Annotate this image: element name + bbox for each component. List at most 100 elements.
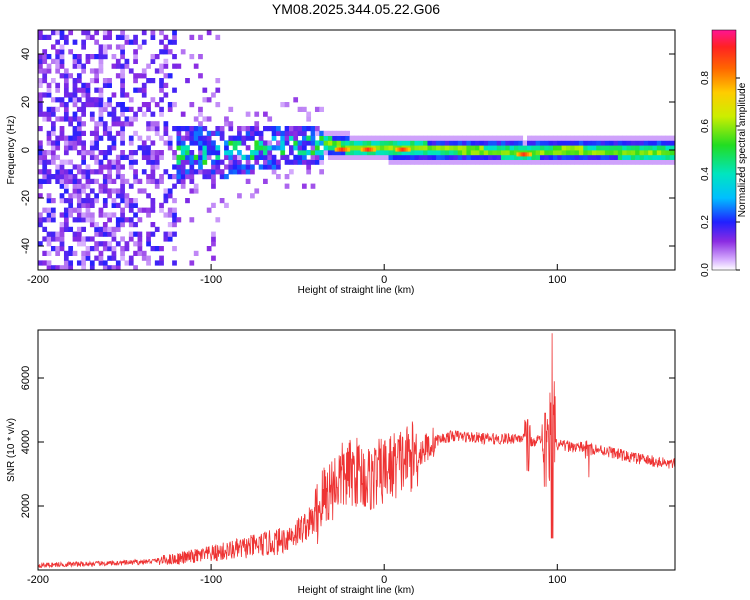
spectrogram-cell [267,164,273,170]
spectrogram-cell [427,159,433,165]
spectrogram-cell [59,135,65,141]
spectrogram-cell [462,135,467,141]
spectrogram-cell [94,78,99,84]
spectrogram-cell [176,154,182,160]
spectrogram-cell [81,39,87,45]
spectrogram-cell [46,63,52,69]
spectrogram-cell [120,207,125,213]
spectrogram-cell [336,140,342,146]
spectrogram-cell [436,150,441,156]
spectrogram-cell [254,159,260,165]
spectrogram-cell [263,126,268,132]
spectrogram-cell [384,135,389,141]
spectrogram-cell [202,154,208,160]
spectrogram-cell [172,246,177,252]
spectrogram-cell [94,121,99,127]
spectrogram-cell [42,34,48,40]
spectrogram-cell [470,159,476,165]
spectrogram-cell [211,150,216,156]
spectrogram-cell [492,154,498,160]
spectrogram-cell [68,193,74,199]
spectrogram-cell [388,145,394,151]
spectrogram-cell [59,34,65,40]
spectrogram-cell [587,140,593,146]
spectrogram-cell [379,135,385,141]
spectrogram-cell [462,150,467,156]
spectrogram-cell [128,121,134,127]
spectrogram-cell [76,198,82,204]
spectrogram-cell [63,178,69,184]
spectrogram-cell [159,111,164,117]
spectrogram-cell [488,140,493,146]
spectrogram-cell [63,87,69,93]
spectrogram-cell [578,140,584,146]
spectrogram-cell [301,130,307,136]
spectrogram-cell [115,169,121,175]
spectrogram-cell [55,246,61,252]
spectrogram-cell [102,174,108,180]
spectrogram-cell [159,154,164,160]
spectrogram-cell [72,58,78,64]
spectrogram-cell [340,135,346,141]
spectrogram-cell [626,154,632,160]
spectrogram-cell [133,87,138,93]
spectrogram-cell [50,145,56,151]
spectrogram-ylabel: Frequency (Hz) [6,116,17,185]
spectrogram-cell [353,150,359,156]
spectrogram-cell [89,111,95,117]
spectrogram-cell [46,241,52,247]
spectrogram-cell [656,140,662,146]
spectrogram-cell [133,150,138,156]
spectrogram-cell [215,130,221,136]
spectrogram-cell [180,150,186,156]
spectrogram-cell [55,178,61,184]
spectrogram-cell [38,212,43,218]
spectrogram-cell [263,159,268,165]
spectrogram-cell [206,246,212,252]
spectrogram-cell [271,145,277,151]
spectrogram-cell [50,126,56,132]
spectrogram-cell [120,126,125,132]
spectrogram-cell [483,159,489,165]
spectrogram-cell [81,44,87,50]
spectrogram-cell [310,130,316,136]
spectrogram-cell [128,39,134,45]
spectrogram-cell [154,130,160,136]
spectrogram-cell [124,39,130,45]
spectrogram-cell [167,236,173,242]
spectrogram-cell [141,250,147,256]
spectrogram-cell [211,202,216,208]
spectrogram-cell [410,150,415,156]
spectrogram-cell [557,140,563,146]
spectrogram-cell [167,39,173,45]
spectrogram-cell [89,188,95,194]
spectrogram-cell [228,106,234,112]
spectrogram-cell [102,126,108,132]
spectrogram-cell [98,58,104,64]
spectrogram-cell [111,159,117,165]
spectrogram-cell [565,140,571,146]
spectrogram-cell [98,111,104,117]
spectrogram-cell [89,217,95,223]
spectrogram-cell [111,265,117,270]
spectrogram-cell [596,150,601,156]
spectrogram-cell [85,183,91,189]
spectrogram-cell [544,159,550,165]
spectrogram-cell [284,130,290,136]
spectrogram-cell [241,169,247,175]
spectrogram-cell [604,150,610,156]
spectrogram-cell [176,217,182,223]
spectrogram-cell [224,202,229,208]
spectrogram-cell [124,34,130,40]
spectrogram-cell [55,58,61,64]
spectrogram-cell [332,150,337,156]
spectrogram-cell [111,140,117,146]
spectrogram-cell [583,145,588,151]
spectrogram-cell [185,126,190,132]
spectrogram-cell [89,212,95,218]
spectrogram-cell [172,260,177,266]
spectrogram-cell [185,135,190,141]
spectrogram-cell [120,193,125,199]
spectrogram-cell [284,174,290,180]
